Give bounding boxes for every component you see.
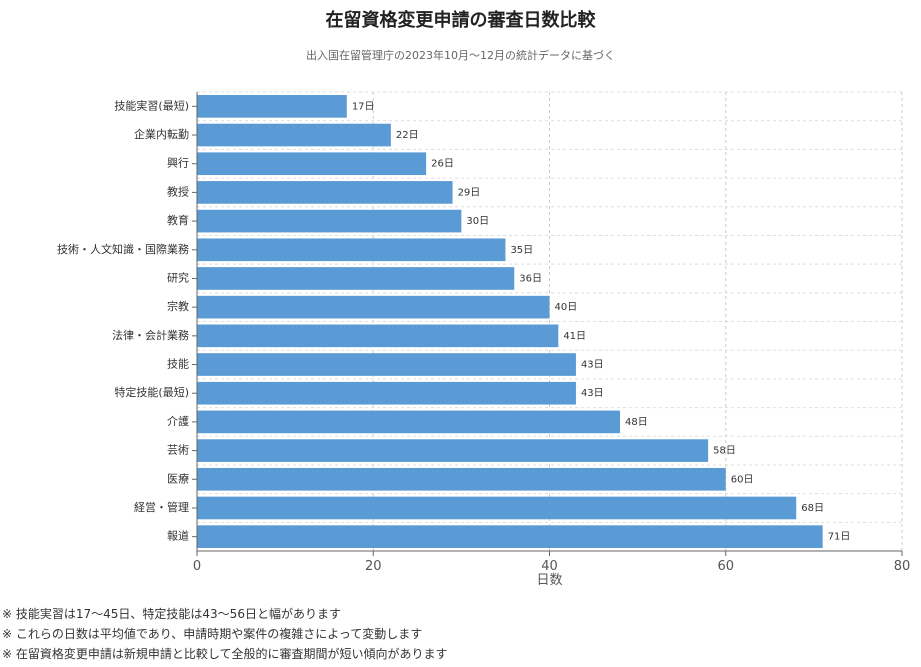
data-label: 48日 (625, 417, 648, 428)
data-label: 43日 (581, 388, 604, 399)
category-label: 報道 (167, 529, 189, 543)
data-label: 60日 (731, 474, 754, 485)
footnote: ※ これらの日数は平均値であり、申請時期や案件の複雑さによって変動します (2, 627, 423, 641)
category-label: 医療 (167, 471, 189, 485)
category-label: 技能 (167, 357, 189, 371)
data-label: 68日 (801, 503, 824, 514)
category-label: 法律・会計業務 (112, 328, 189, 342)
category-label: 介護 (167, 414, 189, 428)
category-label: 企業内転勤 (134, 127, 189, 141)
category-label: 教育 (167, 213, 189, 227)
bar (197, 525, 823, 548)
chart-subtitle: 出入国在留管理庁の2023年10月～12月の統計データに基づく (306, 49, 615, 62)
bar (197, 295, 550, 319)
x-tick-label: 80 (894, 559, 911, 574)
category-label: 特定技能(最短) (114, 385, 189, 399)
chart-title: 在留資格変更申請の審査日数比較 (325, 10, 596, 31)
footnote: ※ 技能実習は17～45日、特定技能は43～56日と幅があります (2, 607, 341, 621)
data-label: 43日 (581, 360, 604, 371)
bar (197, 324, 559, 348)
bar (197, 381, 576, 405)
x-tick-label: 20 (365, 559, 382, 574)
footnote: ※ 在留資格変更申請は新規申請と比較して全般的に審査期間が短い傾向があります (2, 647, 448, 661)
category-label: 興行 (167, 157, 189, 170)
x-axis-title: 日数 (536, 573, 562, 588)
data-label: 35日 (510, 245, 533, 256)
data-label: 41日 (563, 331, 586, 342)
data-label: 22日 (396, 130, 419, 141)
data-label: 26日 (431, 159, 454, 170)
footnotes: ※ 技能実習は17～45日、特定技能は43～56日と幅があります ※ これらの日… (2, 604, 448, 664)
bar (197, 123, 391, 147)
data-label: 29日 (458, 187, 481, 198)
bar (197, 95, 347, 118)
bar (197, 267, 515, 290)
x-tick-label: 40 (541, 559, 558, 574)
bar (197, 496, 797, 520)
category-label: 芸術 (167, 444, 189, 457)
category-label: 技術・人文知識・国際業務 (57, 242, 189, 256)
bar (197, 181, 453, 204)
bar (197, 410, 620, 434)
bar (197, 467, 726, 491)
category-label: 宗教 (167, 299, 189, 313)
data-label: 40日 (555, 302, 578, 313)
bar (197, 353, 576, 376)
data-label: 58日 (713, 446, 736, 457)
category-label: 技能実習(最短) (114, 98, 189, 112)
data-label: 17日 (352, 101, 375, 112)
category-label: 経営・管理 (134, 500, 189, 514)
x-tick-label: 60 (717, 559, 734, 574)
category-label: 教授 (167, 184, 189, 198)
data-label: 71日 (828, 532, 851, 543)
bar (197, 152, 427, 176)
bar (197, 209, 462, 233)
data-label: 30日 (466, 216, 489, 227)
data-label: 36日 (519, 273, 542, 284)
x-tick-label: 0 (193, 559, 201, 574)
bar (197, 238, 506, 262)
category-label: 研究 (167, 270, 189, 284)
bar (197, 439, 709, 462)
